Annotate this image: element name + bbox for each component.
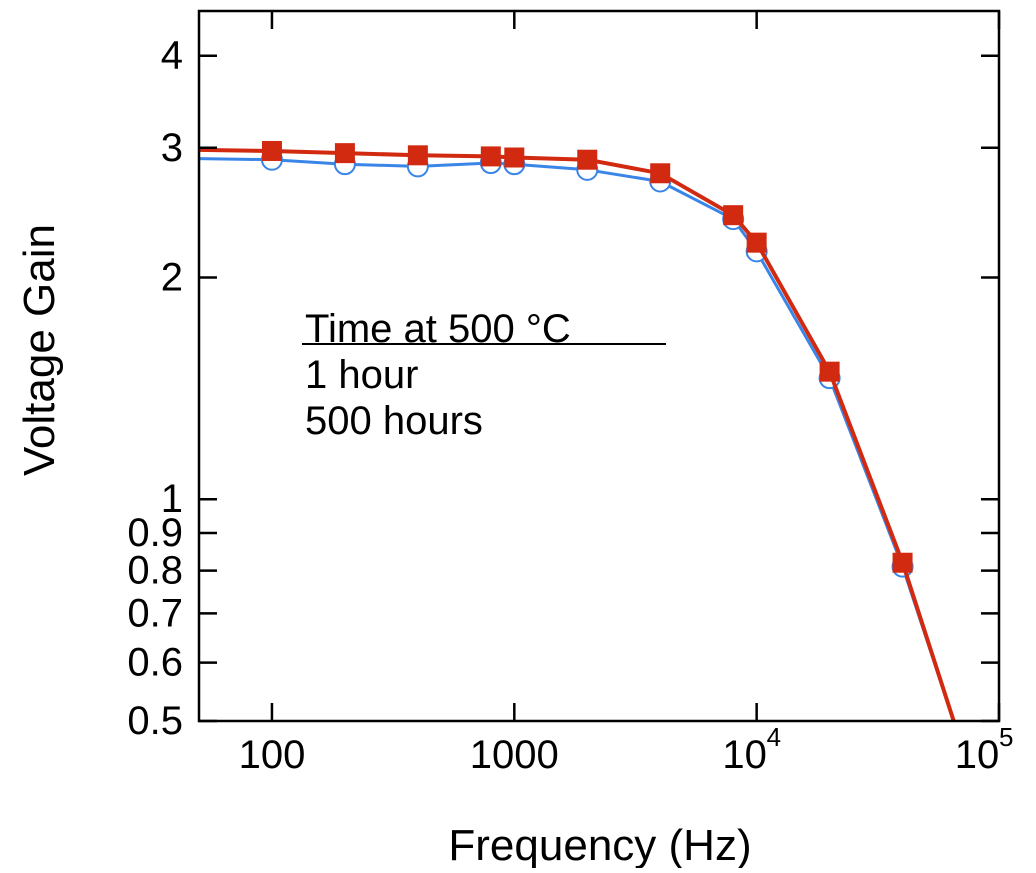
point-500-hours-11 — [892, 552, 913, 573]
series-500-hours — [198, 140, 956, 722]
x-tick-label-0: 100 — [239, 733, 306, 777]
y-tick-label-5: 1 — [161, 477, 183, 521]
point-500-hours-3 — [407, 145, 428, 166]
y-tick-label-2: 0.7 — [127, 591, 183, 635]
point-500-hours-6 — [577, 149, 598, 170]
point-500-hours-5 — [504, 147, 525, 168]
y-axis-label: Voltage Gain — [15, 224, 64, 476]
point-500-hours-8 — [723, 205, 744, 226]
y-tick-label-8: 4 — [161, 34, 183, 78]
x-tick-exponent-3: 5 — [999, 722, 1013, 752]
y-tick-label-1: 0.6 — [127, 641, 183, 685]
point-500-hours-10 — [819, 361, 840, 382]
legend-entry-500-hours: 500 hours — [305, 399, 483, 443]
y-tick-label-3: 0.8 — [127, 549, 183, 593]
point-500-hours-2 — [334, 143, 355, 164]
y-tick-label-7: 3 — [161, 126, 183, 170]
legend: Time at 500 °C 1 hour 500 hours — [302, 307, 666, 443]
x-tick-label-1: 1000 — [470, 733, 559, 777]
x-tick-exponent-2: 4 — [767, 722, 781, 752]
x-tick-label-3: 10 — [955, 733, 1000, 777]
y-tick-label-4: 0.9 — [127, 511, 183, 555]
legend-entry-1-hour: 1 hour — [305, 353, 418, 397]
series-layer — [198, 140, 956, 722]
point-500-hours-7 — [650, 163, 671, 184]
point-500-hours-4 — [480, 146, 501, 167]
plot-frame — [197, 9, 1001, 723]
point-500-hours-1 — [261, 140, 282, 161]
x-axis-label: Frequency (Hz) — [448, 821, 751, 868]
x-tick-label-2: 10 — [722, 733, 767, 777]
point-500-hours-9 — [746, 232, 767, 253]
y-tick-label-0: 0.5 — [127, 699, 183, 743]
y-tick-label-6: 2 — [161, 255, 183, 299]
